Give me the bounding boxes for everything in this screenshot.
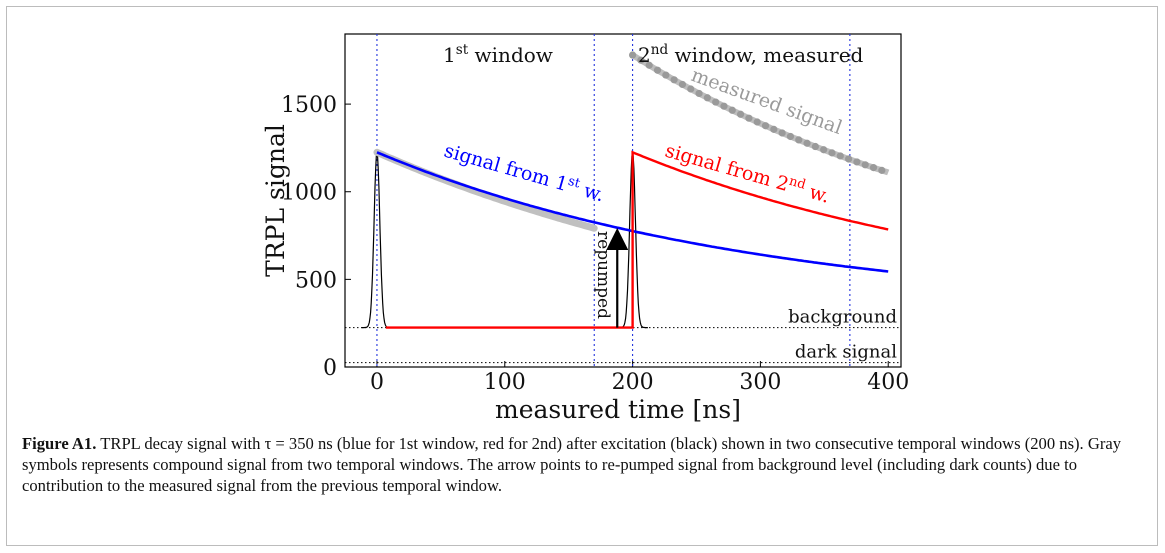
measured-signal-point [761,122,770,130]
measured-signal-point [695,89,703,98]
measured-signal-point [844,155,853,163]
reference-line-label: background [788,307,897,328]
measured-signal-point [670,76,678,84]
measured-signal-point [628,51,637,59]
measured-signal-point [836,152,844,160]
measured-signal-point [728,106,736,114]
measured-signal-point [637,56,645,64]
y-tick-label: 500 [295,268,337,293]
x-tick-label: 0 [370,370,384,395]
measured-signal-point [811,142,819,151]
measured-signal-point [878,166,886,174]
measured-signal-point [770,125,778,133]
measured-signal-point [778,129,786,137]
measured-signal-point [736,110,745,118]
measured-signal-point [803,139,811,147]
x-tick-label: 100 [484,370,526,395]
measured-signal-point [861,161,869,169]
annotation-signal-1st: signal from 1st w. [442,138,607,206]
annotation-repumped: repumped [593,231,613,319]
y-tick-label: 0 [323,356,337,381]
annotation-2nd-window: 2nd window, measured [638,42,864,67]
signal-2nd-window-line [385,150,889,329]
x-axis-label: measured time [ns] [495,395,741,424]
measured-signal-point [653,66,662,74]
caption-label: Figure A1. [22,434,97,453]
x-tick-label: 300 [739,370,781,395]
figure-frame [6,6,1158,546]
y-tick-label: 1000 [281,181,337,206]
measured-signal-point [678,80,687,89]
measured-signal-point [687,85,695,93]
measured-signal-point [786,132,795,141]
y-tick-label: 1500 [281,93,337,118]
caption-text: TRPL decay signal with τ = 350 ns (blue … [22,434,1122,495]
figure-caption: Figure A1. TRPL decay signal with τ = 35… [22,433,1142,496]
plot-area-frame [344,33,902,368]
x-tick-label: 400 [867,370,909,395]
y-axis-label: TRPL signal [261,124,290,277]
trpl-chart: 0 100 200 300 400 0 500 1000 1500 measured time [… [261,33,909,424]
measured-signal-point [712,98,720,106]
measured-signal-point [828,149,836,157]
measured-signal-point [645,61,653,69]
x-tick-label: 200 [612,370,654,395]
measured-signal-point [703,94,711,102]
measured-signal-point [853,158,861,166]
reference-line-label: dark signal [795,342,897,363]
measured-signal-point [820,146,828,154]
measured-signal-point [662,71,670,79]
measured-signal-point [753,118,761,126]
annotation-1st-window: 1st window [443,42,553,67]
measured-signal-point [720,102,728,110]
measured-signal-point [795,136,803,144]
measured-signal-point [869,164,878,172]
measured-signal-point [745,114,753,122]
